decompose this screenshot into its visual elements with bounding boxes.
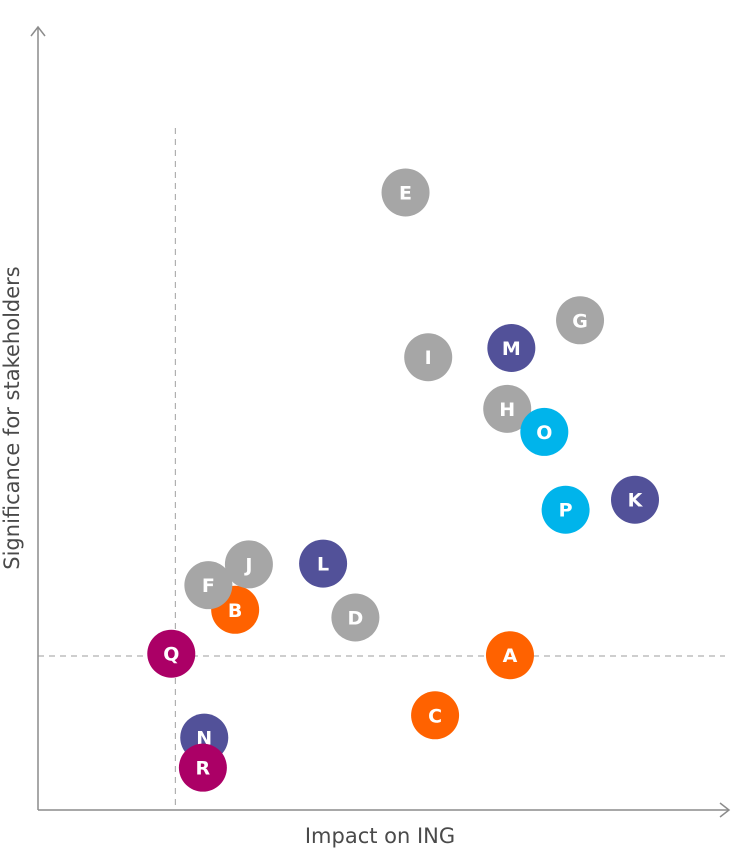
data-point-marker bbox=[184, 561, 233, 610]
data-point-p: P bbox=[541, 485, 590, 534]
data-point-label: Q bbox=[163, 644, 179, 666]
axes: Impact on ING Significance for stakehold… bbox=[0, 25, 731, 848]
data-point-marker bbox=[483, 384, 532, 433]
x-axis-label: Impact on ING bbox=[305, 824, 455, 848]
data-point-c: C bbox=[411, 691, 460, 740]
data-point-o: O bbox=[520, 407, 569, 456]
data-point-l: L bbox=[299, 539, 348, 588]
data-point-label: L bbox=[317, 554, 329, 576]
data-point-label: E bbox=[399, 182, 412, 204]
y-axis-label: Significance for stakeholders bbox=[0, 266, 24, 569]
data-point-marker bbox=[381, 168, 430, 217]
data-point-h: H bbox=[483, 384, 532, 433]
data-point-label: O bbox=[536, 422, 552, 444]
reference-lines bbox=[38, 128, 725, 810]
data-point-marker bbox=[520, 407, 569, 456]
data-point-g: G bbox=[556, 296, 605, 345]
data-point-marker bbox=[541, 485, 590, 534]
data-point-label: F bbox=[202, 575, 215, 597]
data-point-label: B bbox=[228, 600, 242, 622]
x-axis-arrow bbox=[719, 802, 731, 818]
data-point-label: M bbox=[502, 338, 521, 360]
data-point-e: E bbox=[381, 168, 430, 217]
data-point-label: J bbox=[243, 554, 252, 576]
y-axis-arrow bbox=[30, 25, 46, 37]
data-point-label: H bbox=[499, 399, 515, 421]
data-point-label: K bbox=[628, 490, 644, 512]
data-point-marker bbox=[147, 629, 196, 678]
data-point-marker bbox=[611, 475, 660, 524]
data-point-marker bbox=[556, 296, 605, 345]
data-point-label: A bbox=[503, 645, 518, 667]
data-point-label: G bbox=[572, 310, 588, 332]
data-point-label: I bbox=[425, 347, 432, 369]
data-point-a: A bbox=[485, 631, 534, 680]
data-point-marker bbox=[404, 333, 453, 382]
data-point-marker bbox=[224, 540, 273, 589]
data-point-i: I bbox=[404, 333, 453, 382]
data-point-q: Q bbox=[147, 629, 196, 678]
data-point-j: J bbox=[224, 540, 273, 589]
data-point-m: M bbox=[487, 324, 536, 372]
data-point-marker bbox=[411, 691, 460, 740]
data-point-r: R bbox=[178, 743, 227, 792]
data-point-label: R bbox=[196, 758, 211, 780]
data-point-f: F bbox=[184, 561, 233, 610]
data-point-marker bbox=[331, 593, 380, 642]
data-point-d: D bbox=[331, 593, 380, 642]
data-point-label: P bbox=[559, 500, 573, 522]
data-point-label: C bbox=[428, 705, 442, 727]
data-point-k: K bbox=[611, 475, 660, 524]
data-point-marker bbox=[299, 539, 348, 588]
data-point-marker bbox=[485, 631, 534, 680]
data-point-label: D bbox=[348, 608, 364, 630]
data-point-marker bbox=[178, 743, 227, 792]
data-point-marker bbox=[487, 324, 536, 372]
